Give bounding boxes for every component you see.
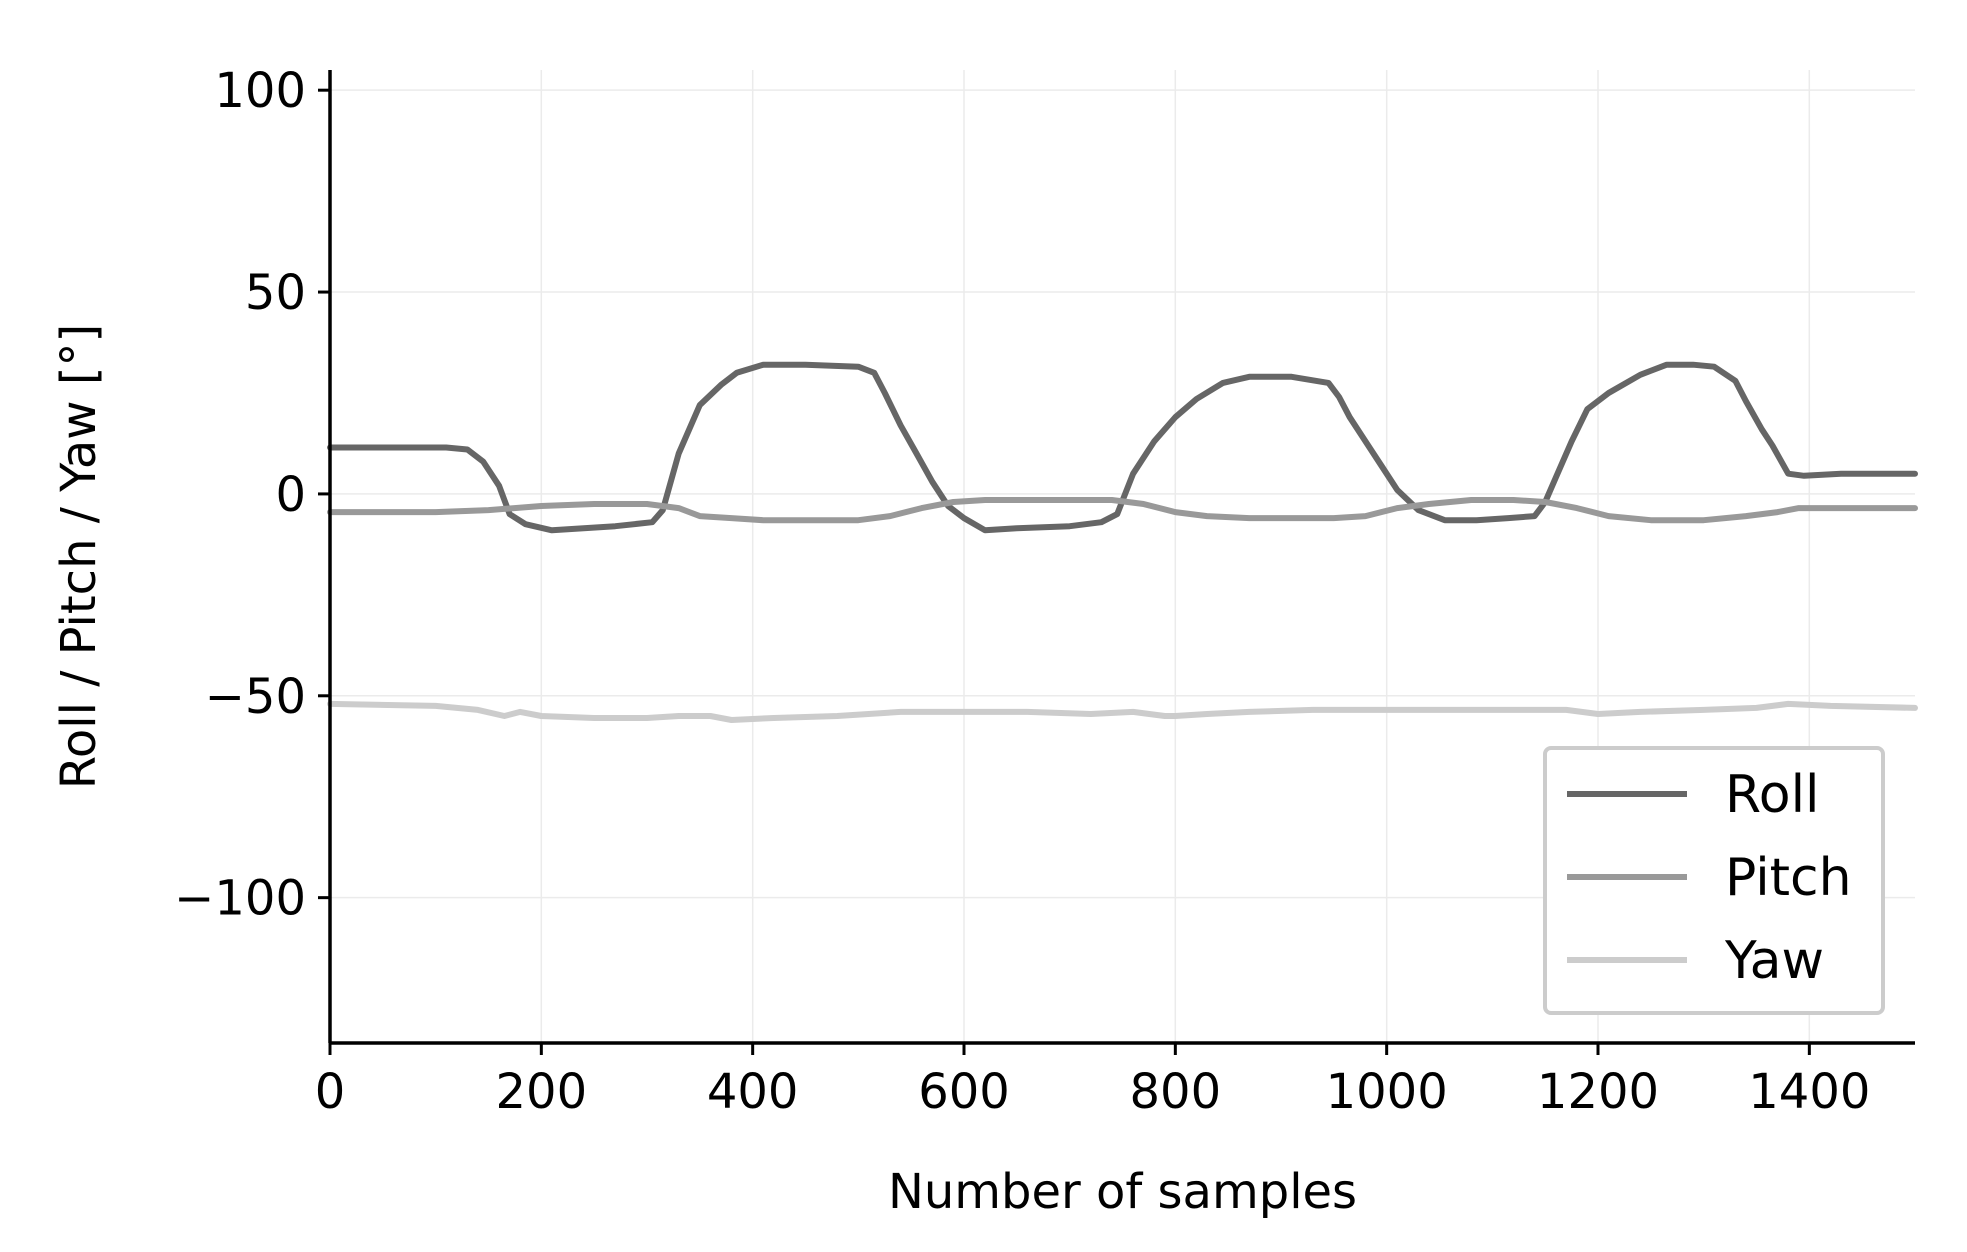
y-tick-label: 0 xyxy=(275,467,306,523)
y-axis-title: Roll / Pitch / Yaw [°] xyxy=(51,324,107,790)
series-line-roll xyxy=(327,361,1918,534)
x-tick-label: 1200 xyxy=(1537,1064,1659,1120)
x-tick-label: 800 xyxy=(1130,1064,1222,1120)
y-tick-label: −100 xyxy=(174,871,306,927)
series-line-yaw xyxy=(327,700,1918,723)
y-tick-label: 100 xyxy=(214,63,306,119)
axes xyxy=(328,70,1915,1045)
x-tick-label: 1000 xyxy=(1326,1064,1448,1120)
legend-label-pitch: Pitch xyxy=(1725,848,1852,908)
y-tick-label: −50 xyxy=(205,669,306,725)
legend-entries: Roll Pitch Yaw xyxy=(1567,765,1852,991)
x-tick-label: 1400 xyxy=(1748,1064,1870,1120)
y-axis-ticks: 100 50 0 −50 −100 xyxy=(174,63,330,927)
x-tick-label: 400 xyxy=(707,1064,799,1120)
x-tick-label: 200 xyxy=(496,1064,588,1120)
series-line-pitch xyxy=(327,497,1918,524)
y-tick-label: 50 xyxy=(245,265,306,321)
x-axis-ticks: 0 200 400 600 800 1000 1200 1400 xyxy=(315,1043,1870,1120)
legend-box xyxy=(1543,746,1885,1015)
legend-label-roll: Roll xyxy=(1725,765,1820,825)
x-tick-label: 0 xyxy=(315,1064,346,1120)
legend-label-yaw: Yaw xyxy=(1724,931,1824,991)
plot-series xyxy=(327,361,1918,723)
x-axis-title: Number of samples xyxy=(888,1164,1357,1220)
legend: Roll Pitch Yaw xyxy=(1543,746,1885,1015)
x-tick-label: 600 xyxy=(918,1064,1010,1120)
